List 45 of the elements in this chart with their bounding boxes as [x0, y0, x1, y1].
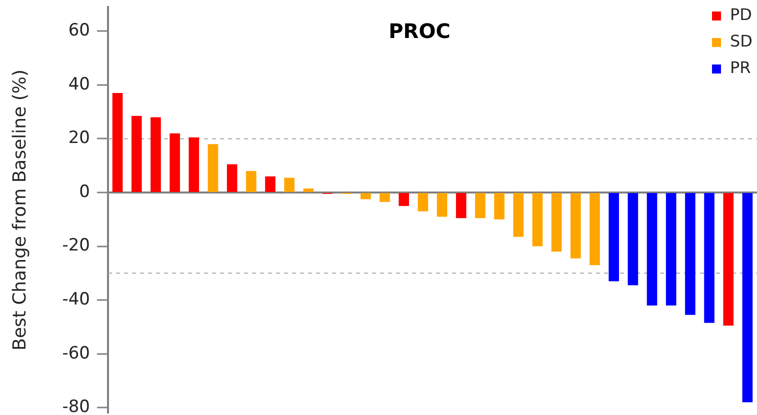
bar [666, 193, 676, 306]
bar [265, 176, 276, 192]
bar [532, 193, 543, 246]
bar [513, 193, 524, 237]
bar [246, 171, 256, 192]
legend-label: SD [730, 32, 752, 51]
bar [150, 117, 161, 192]
bar [628, 193, 638, 286]
y-tick-label: -20 [62, 236, 90, 256]
legend-label: PR [730, 58, 751, 78]
bar [208, 144, 218, 192]
y-axis-title: Best Change from Baseline (%) [9, 69, 30, 351]
bar [303, 188, 314, 192]
bar [704, 193, 714, 323]
y-tick-label: 0 [79, 182, 90, 202]
bar [112, 93, 123, 192]
y-tick-label: 40 [68, 74, 90, 94]
y-tick-label: 20 [68, 128, 90, 148]
bar [608, 193, 619, 282]
y-tick-label: -80 [62, 397, 90, 415]
bar [284, 178, 294, 192]
bar [456, 193, 466, 218]
bar [551, 193, 562, 252]
bar [188, 137, 200, 192]
bar [436, 193, 448, 217]
bar [418, 193, 428, 212]
y-tick-label: 60 [68, 20, 90, 41]
text: PROC [388, 19, 450, 44]
bar [226, 164, 238, 192]
bar [475, 193, 486, 218]
bar [723, 193, 734, 326]
y-tick-label: -40 [62, 289, 90, 310]
bar [398, 193, 410, 206]
bar [590, 193, 600, 266]
bar [685, 193, 696, 315]
bar [494, 193, 504, 220]
bar [170, 133, 180, 192]
bar [380, 193, 390, 202]
y-tick-label: -60 [62, 343, 90, 364]
legend-label: PD [730, 5, 752, 24]
bar [360, 193, 371, 200]
bar [570, 193, 581, 258]
bar [646, 193, 658, 306]
bar [742, 193, 753, 402]
bar [131, 116, 142, 192]
